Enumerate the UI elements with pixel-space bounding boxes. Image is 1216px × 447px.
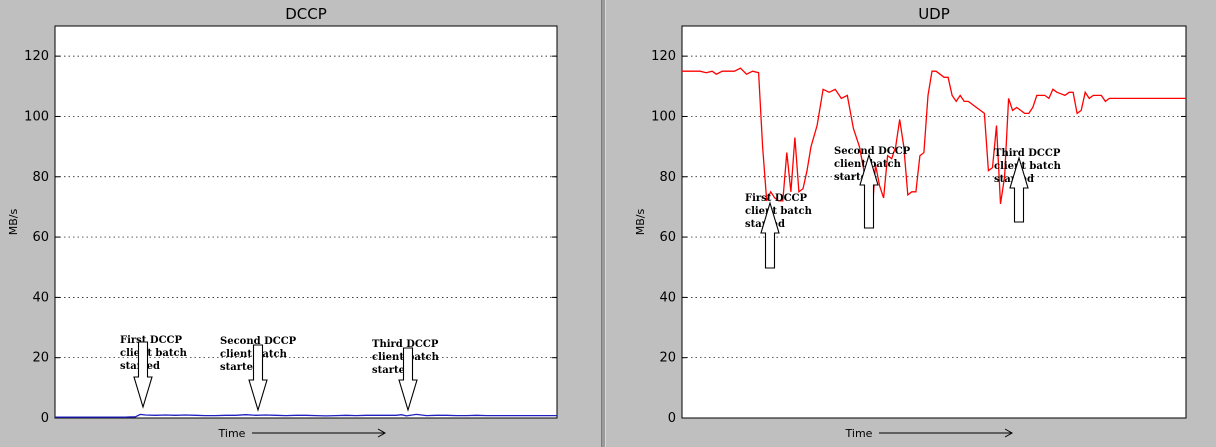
udp-annotation-arrow-1	[760, 201, 780, 269]
dccp-ytick-label: 80	[32, 170, 49, 185]
udp-ytick-label: 0	[668, 411, 676, 426]
annotation-line: First DCCP	[745, 193, 807, 204]
dccp-xlabel-arrowhead	[377, 428, 387, 438]
dccp-ylabel: MB/s	[7, 208, 20, 235]
dccp-ytick-label: 40	[32, 290, 49, 305]
annotation-line: started	[220, 362, 260, 373]
dccp-chart: DCCP 0 20 40 60 80 100 120 MB/s Time First DCCP cli…	[7, 5, 558, 440]
udp-ytick-label: 60	[659, 230, 676, 245]
annotation-line: Third DCCP	[372, 339, 439, 350]
dccp-plot-frame	[54, 25, 558, 419]
annotation-line: client batch	[994, 161, 1062, 172]
dccp-ytick-label: 120	[24, 49, 49, 64]
dccp-plot-area	[55, 26, 557, 418]
udp-chart: UDP 0 20 40 60 80 100 120 MB/s Time First DCCP clie…	[634, 5, 1187, 440]
dccp-chart-panel: DCCP 0 20 40 60 80 100 120 MB/s Time First DCCP cli…	[0, 0, 601, 447]
udp-series-line	[682, 67, 1186, 223]
annotation-line: client batch	[745, 206, 813, 217]
dccp-series-line	[55, 413, 557, 418]
udp-ytick-label: 80	[659, 170, 676, 185]
dccp-xlabel: Time	[218, 427, 246, 440]
dccp-annotation-arrow-2	[248, 344, 268, 412]
annotation-line: Second DCCP	[834, 146, 911, 157]
dccp-ytick-label: 20	[32, 351, 49, 366]
annotation-line: started	[834, 172, 874, 183]
dccp-annotation-arrow-3	[398, 347, 418, 412]
annotation-line: client batch	[120, 348, 188, 359]
panel-divider[interactable]	[601, 0, 606, 447]
udp-annotation-arrow-2	[859, 153, 879, 229]
udp-title: UDP	[918, 5, 950, 23]
udp-ylabel: MB/s	[634, 208, 647, 235]
dccp-ytick-label: 100	[24, 109, 49, 124]
annotation-line: Third DCCP	[994, 148, 1061, 159]
annotation-line: started	[372, 365, 412, 376]
annotation-line: Second DCCP	[220, 336, 297, 347]
dccp-ytick-label: 0	[41, 411, 49, 426]
udp-xlabel-arrowhead	[1004, 428, 1014, 438]
udp-annotation-arrow-3	[1009, 156, 1029, 223]
udp-chart-panel: UDP 0 20 40 60 80 100 120 MB/s Time First DCCP clie…	[606, 0, 1216, 447]
dccp-ytick-label: 60	[32, 230, 49, 245]
udp-ytick-label: 40	[659, 290, 676, 305]
udp-ytick-label: 100	[651, 109, 676, 124]
udp-ytick-label: 120	[651, 49, 676, 64]
udp-ytick-label: 20	[659, 351, 676, 366]
udp-plot-frame	[681, 25, 1187, 419]
udp-xlabel: Time	[845, 427, 873, 440]
dccp-title: DCCP	[285, 5, 327, 23]
dccp-annotation-arrow-1	[133, 341, 153, 409]
annotation-line: First DCCP	[120, 335, 182, 346]
